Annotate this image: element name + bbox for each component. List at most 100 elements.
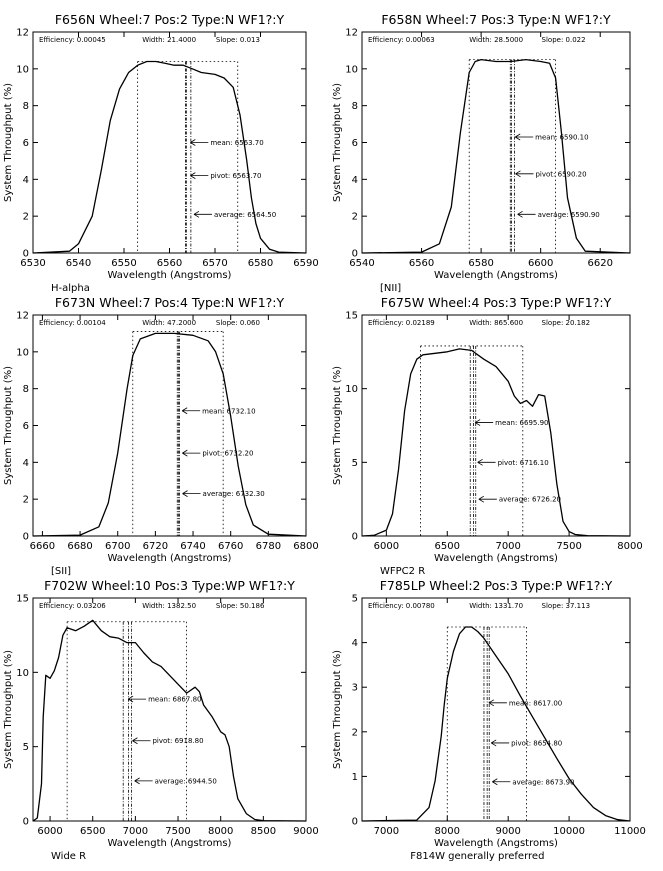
marker-label: average: 6564.50 — [214, 211, 276, 219]
marker-label: pivot: 6590.20 — [535, 170, 586, 178]
x-tick-label: 6000 — [37, 826, 62, 837]
marker-label: average: 6590.90 — [538, 211, 600, 219]
marker-arrow — [181, 407, 201, 415]
marker-label: average: 6944.50 — [155, 777, 217, 785]
x-tick-label: 7000 — [495, 541, 520, 552]
width-label: Width: 1382.50 — [142, 602, 196, 610]
chart-title: F702W Wheel:10 Pos:3 Type:WP WF1?:Y — [44, 578, 295, 593]
chart-panel-6: F785LP Wheel:2 Pos:3 Type:P WF1?:Y Effici… — [332, 578, 646, 862]
x-tick-label: 6740 — [180, 541, 205, 552]
x-tick-label: 9000 — [495, 826, 520, 837]
y-tick-label: 15 — [16, 594, 29, 605]
y-tick-label: 5 — [23, 742, 29, 753]
x-tick-label: 9000 — [293, 826, 318, 837]
chart-panel-3: F673N Wheel:7 Pos:4 Type:N WF1?:Y Efficie… — [3, 295, 319, 577]
marker-arrow — [193, 210, 212, 218]
marker-arrow — [182, 449, 201, 457]
x-tick-label: 7500 — [165, 826, 190, 837]
efficiency-label: Efficiency: 0.02189 — [368, 319, 435, 327]
throughput-curve — [32, 332, 307, 537]
throughput-curve — [361, 626, 631, 822]
y-tick-label: 8 — [23, 384, 29, 395]
x-tick-label: 8000 — [435, 826, 460, 837]
y-axis-label: System Throughput (%) — [3, 83, 14, 202]
x-tick-label: 6600 — [528, 258, 553, 269]
marker-label: mean: 6590.10 — [535, 133, 588, 141]
marker-label: average: 8673.90 — [512, 778, 574, 786]
y-tick-label: 10 — [345, 384, 358, 395]
filter-caption: WFPC2 R — [380, 566, 425, 577]
marker-label: mean: 8617.00 — [509, 699, 562, 707]
y-tick-label: 6 — [23, 138, 29, 149]
x-tick-label: 6550 — [111, 258, 136, 269]
y-tick-label: 10 — [16, 347, 29, 358]
chart-title: F673N Wheel:7 Pos:4 Type:N WF1?:Y — [55, 295, 285, 310]
y-tick-label: 6 — [23, 421, 29, 432]
efficiency-label: Efficiency: 0.00104 — [39, 319, 106, 327]
x-tick-label: 6620 — [587, 258, 612, 269]
slope-label: Slope: 50.186 — [216, 602, 265, 610]
x-tick-label: 6000 — [374, 541, 399, 552]
filter-caption: Wide R — [51, 851, 86, 862]
marker-arrow — [477, 458, 496, 466]
y-axis-label: System Throughput (%) — [332, 83, 343, 202]
x-tick-label: 6570 — [202, 258, 227, 269]
y-tick-label: 4 — [23, 458, 29, 469]
y-axis-label: System Throughput (%) — [332, 366, 343, 485]
y-tick-label: 2 — [23, 212, 29, 223]
y-tick-label: 6 — [352, 138, 358, 149]
plot-frame — [361, 597, 631, 822]
x-tick-label: 6540 — [66, 258, 91, 269]
x-tick-label: 11000 — [614, 826, 646, 837]
x-tick-label: 8000 — [617, 541, 642, 552]
efficiency-label: Efficiency: 0.00063 — [368, 36, 435, 44]
y-tick-label: 1 — [352, 772, 358, 783]
y-tick-label: 10 — [16, 64, 29, 75]
x-tick-label: 8500 — [251, 826, 276, 837]
marker-arrow — [478, 495, 497, 503]
marker-arrow — [134, 777, 153, 785]
width-label: Width: 1331.70 — [469, 602, 523, 610]
x-tick-label: 6530 — [20, 258, 45, 269]
y-tick-label: 12 — [16, 28, 29, 39]
filter-caption: [NII] — [380, 283, 401, 294]
marker-label: average: 6732.30 — [203, 490, 265, 498]
x-tick-label: 6590 — [293, 258, 318, 269]
x-tick-label: 10000 — [553, 826, 585, 837]
y-axis-label: System Throughput (%) — [3, 650, 14, 769]
marker-label: pivot: 8654.80 — [511, 739, 562, 747]
marker-label: mean: 6563.70 — [210, 139, 263, 147]
throughput-curve — [32, 60, 307, 254]
marker-label: average: 6726.20 — [499, 496, 561, 504]
y-tick-label: 10 — [345, 64, 358, 75]
chart-panel-1: F656N Wheel:7 Pos:2 Type:N WF1?:Y Efficie… — [3, 12, 319, 294]
slope-label: Slope: 37.113 — [542, 602, 591, 610]
x-tick-label: 6500 — [435, 541, 460, 552]
y-tick-label: 5 — [352, 594, 358, 605]
x-tick-label: 6540 — [349, 258, 374, 269]
chart-panel-2: F658N Wheel:7 Pos:3 Type:N WF1?:Y Efficie… — [332, 12, 631, 294]
throughput-curve — [361, 348, 631, 537]
y-tick-label: 12 — [345, 28, 358, 39]
y-tick-label: 0 — [23, 817, 29, 828]
x-axis-label: Wavelength (Angstroms) — [108, 553, 232, 564]
x-tick-label: 6660 — [30, 541, 55, 552]
filter-caption: H-alpha — [51, 283, 90, 294]
slope-label: Slope: 0.022 — [542, 36, 586, 44]
x-tick-label: 6800 — [293, 541, 318, 552]
slope-label: Slope: 0.060 — [216, 319, 260, 327]
slope-label: Slope: 20.182 — [542, 319, 591, 327]
marker-arrow — [127, 695, 147, 703]
marker-label: pivot: 6563.70 — [210, 172, 261, 180]
chart-title: F656N Wheel:7 Pos:2 Type:N WF1?:Y — [55, 12, 285, 27]
x-axis-label: Wavelength (Angstroms) — [434, 838, 558, 849]
y-tick-label: 0 — [352, 817, 358, 828]
marker-arrow — [515, 170, 534, 178]
y-tick-label: 4 — [23, 175, 29, 186]
width-label: Width: 47.2000 — [142, 319, 196, 327]
y-tick-label: 15 — [345, 311, 358, 322]
x-axis-label: Wavelength (Angstroms) — [108, 270, 232, 281]
marker-arrow — [517, 210, 536, 218]
throughput-curve — [361, 58, 631, 254]
